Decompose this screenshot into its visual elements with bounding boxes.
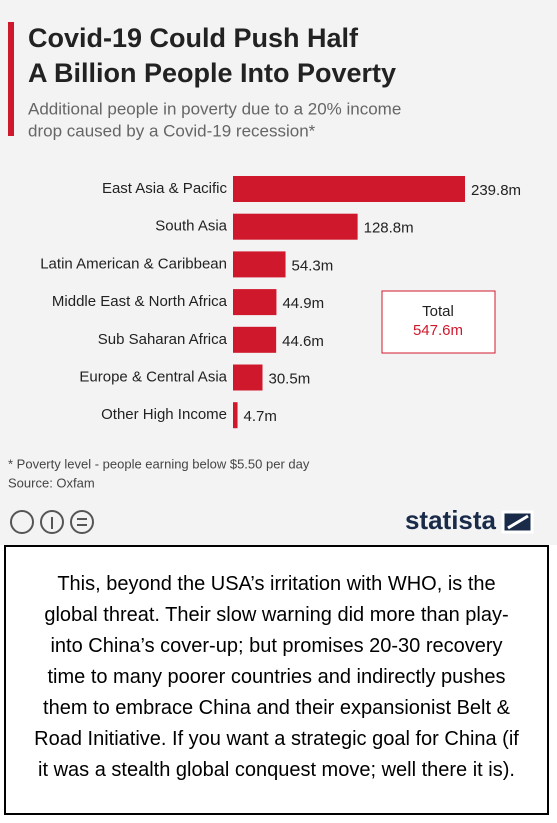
category-label: Other High Income xyxy=(101,406,227,423)
category-label: South Asia xyxy=(155,218,227,235)
bar xyxy=(233,326,277,353)
bar xyxy=(233,364,263,391)
value-label: 30.5m xyxy=(269,370,311,387)
comment-text: This, beyond the USA’s irritation with W… xyxy=(4,545,549,815)
value-label: 128.8m xyxy=(364,220,414,237)
chart: Covid-19 Could Push Half A Billion Peopl… xyxy=(0,0,557,545)
brand: statista xyxy=(405,505,497,535)
category-label: Middle East & North Africa xyxy=(52,293,228,310)
value-label: 54.3m xyxy=(292,257,334,274)
total-label: Total xyxy=(422,303,454,320)
value-label: 44.6m xyxy=(282,333,324,350)
title-accent xyxy=(8,22,14,136)
value-label: 4.7m xyxy=(244,408,277,425)
value-label: 239.8m xyxy=(471,182,521,199)
chart-title: A Billion People Into Poverty xyxy=(28,58,396,88)
bar xyxy=(233,402,238,429)
chart-title: Covid-19 Could Push Half xyxy=(28,23,359,53)
total-box xyxy=(381,290,496,354)
category-label: East Asia & Pacific xyxy=(102,180,228,197)
bar xyxy=(233,289,277,316)
license-icons xyxy=(10,510,94,534)
category-label: Latin American & Caribbean xyxy=(40,255,227,272)
total-value: 547.6m xyxy=(413,322,463,339)
category-label: Europe & Central Asia xyxy=(79,368,227,385)
bar xyxy=(233,176,465,202)
chart-subtitle: drop caused by a Covid-19 recession* xyxy=(28,121,316,140)
footnote: * Poverty level - people earning below $… xyxy=(8,456,310,471)
category-label: Sub Saharan Africa xyxy=(98,331,228,348)
source: Source: Oxfam xyxy=(8,475,95,490)
bar xyxy=(233,251,286,278)
bar xyxy=(233,213,358,240)
chart-subtitle: Additional people in poverty due to a 20… xyxy=(28,99,401,118)
value-label: 44.9m xyxy=(282,295,324,312)
brand-logo xyxy=(501,510,534,534)
